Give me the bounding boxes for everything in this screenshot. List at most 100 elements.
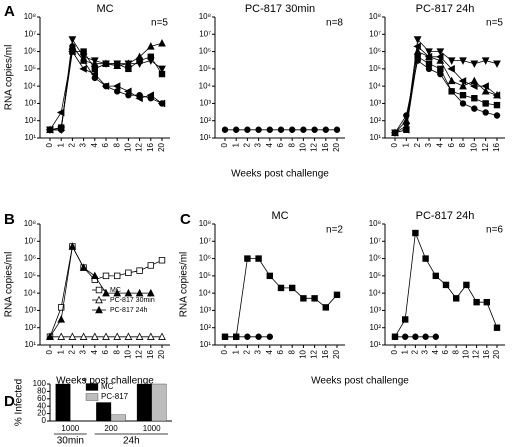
data-point	[493, 112, 501, 119]
legend-label: PC-817 30min	[110, 297, 155, 304]
x-tick-label: 20	[157, 142, 166, 151]
x-tick-label: 3	[254, 349, 263, 354]
data-point	[470, 82, 478, 90]
x-tick-label: 12	[481, 142, 490, 151]
data-point	[436, 48, 445, 56]
data-point	[136, 91, 143, 99]
y-tick-label: 100	[33, 379, 47, 388]
x-tick-label: 3	[421, 349, 430, 354]
y-tick-label: 10⁸	[199, 219, 211, 228]
x-tick-label: 1	[231, 349, 240, 354]
bar	[110, 414, 126, 422]
x-tick-label: 4	[90, 349, 99, 354]
x-tick-label: 12	[135, 349, 144, 358]
y-tick-label: 10⁷	[24, 236, 36, 245]
data-point	[481, 87, 490, 95]
legend-label: PC-817 24h	[110, 307, 147, 314]
x-tick-label: 16	[492, 142, 501, 151]
data-point	[102, 60, 110, 68]
data-point	[459, 81, 467, 90]
data-point	[158, 100, 166, 107]
y-tick-label: 10⁶	[369, 254, 381, 263]
y-tick-label: 10⁸	[24, 219, 36, 228]
x-tick-label: 0	[390, 142, 399, 147]
data-point	[266, 272, 273, 280]
y-tick-label: 10⁴	[24, 288, 37, 297]
x-tick-label: 0	[220, 349, 229, 354]
data-point	[80, 57, 87, 64]
data-point	[425, 60, 433, 67]
data-point	[422, 333, 429, 340]
data-point	[266, 333, 273, 340]
data-point	[125, 91, 132, 99]
y-tick-label: 10⁷	[369, 236, 381, 245]
chart-title: PC-817 30min	[245, 3, 315, 15]
data-point	[113, 88, 121, 95]
data-point	[401, 316, 409, 323]
y-tick-label: 10⁶	[199, 47, 211, 56]
data-point	[158, 257, 166, 264]
panel-label: A	[4, 3, 15, 20]
data-point	[147, 262, 154, 269]
data-point	[90, 271, 99, 280]
data-point	[232, 333, 240, 340]
data-point	[442, 281, 450, 289]
data-point	[432, 333, 439, 340]
data-point	[277, 284, 285, 292]
data-point	[113, 332, 122, 340]
x-tick-label: 10	[124, 142, 133, 151]
data-point	[69, 43, 76, 50]
data-point	[146, 57, 155, 65]
x-tick-label: 10	[299, 142, 308, 151]
x-tick-label: 2	[411, 349, 420, 354]
x-tick-label: 6	[441, 349, 450, 354]
y-tick-label: 10³	[369, 99, 381, 108]
legend-label: MC	[101, 382, 114, 391]
data-point	[447, 76, 456, 85]
data-point	[255, 333, 262, 340]
data-point	[255, 255, 262, 262]
series-line	[394, 45, 498, 134]
y-tick-label: 10⁶	[24, 47, 36, 56]
x-tick-label: 12	[472, 349, 481, 358]
x-tick-label: 3	[254, 142, 263, 147]
annotation: n=6	[486, 225, 503, 236]
data-point	[470, 76, 479, 85]
data-point	[114, 272, 121, 280]
data-point	[493, 101, 501, 109]
y-tick-label: 10³	[199, 306, 211, 315]
y-tick-label: 40	[37, 401, 46, 410]
annotation: n=5	[151, 18, 168, 29]
y-tick-label: 10⁵	[24, 271, 36, 280]
x-tick-label: 200	[104, 424, 118, 433]
x-tick-label: 4	[265, 142, 274, 147]
data-point	[425, 65, 433, 73]
x-tick-label: 10	[469, 142, 478, 151]
data-point	[90, 332, 99, 340]
annotation: n=2	[326, 225, 343, 236]
data-point	[113, 288, 122, 297]
data-point	[470, 60, 479, 68]
data-point	[481, 57, 490, 65]
chart-title: PC-817 24h	[416, 210, 475, 222]
x-axis-label: Weeks post challenge	[56, 376, 154, 387]
x-tick-label: 10	[462, 349, 471, 358]
data-point	[112, 82, 121, 90]
x-tick-label: 2	[68, 142, 77, 147]
data-point	[432, 272, 439, 280]
y-tick-label: 10⁷	[369, 29, 381, 38]
y-tick-label: 10⁸	[199, 12, 211, 21]
data-point	[136, 267, 143, 274]
data-point	[493, 90, 501, 99]
data-point	[113, 60, 122, 68]
data-point	[288, 284, 296, 292]
bar	[55, 383, 71, 422]
data-point	[146, 42, 155, 50]
series-line	[394, 38, 498, 134]
data-point	[102, 82, 110, 90]
data-point	[68, 332, 77, 340]
x-tick-label: 0	[45, 142, 54, 147]
x-tick-label: 2	[243, 142, 252, 147]
x-tick-label: 6	[276, 142, 285, 147]
